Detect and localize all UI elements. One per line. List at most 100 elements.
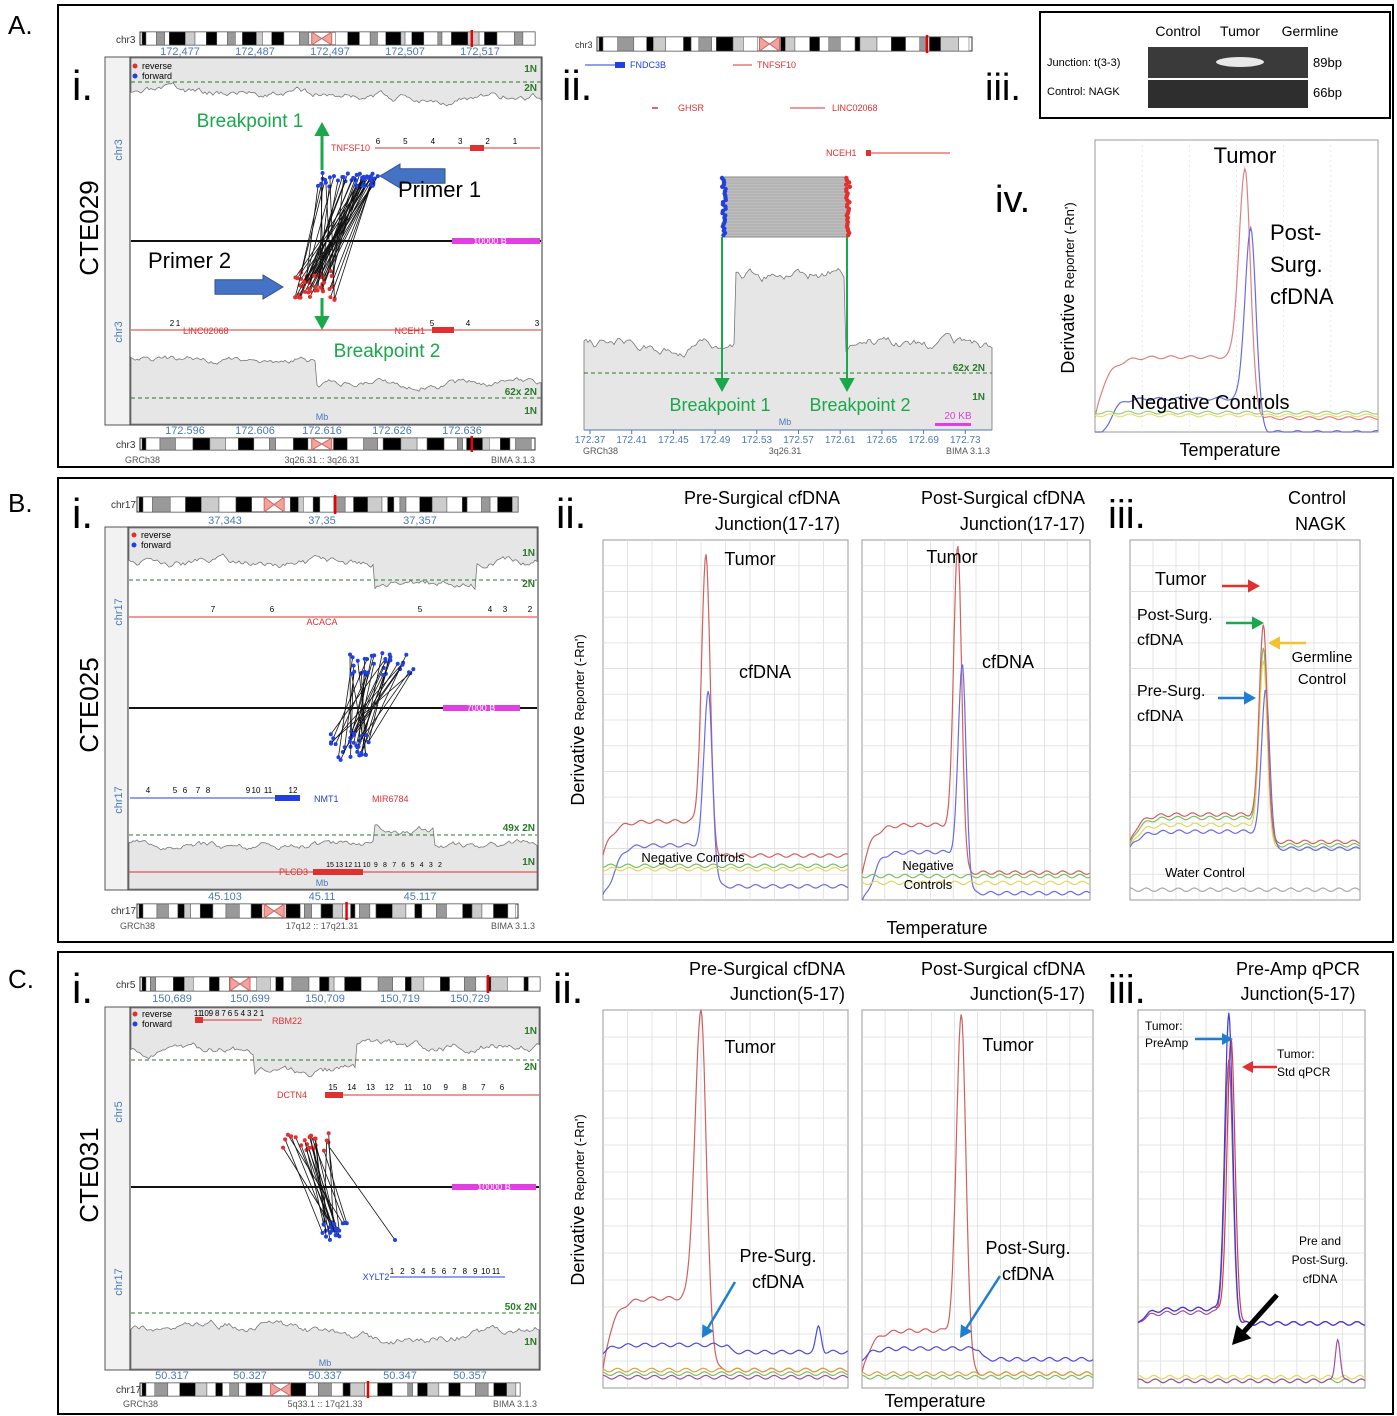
label: 1: [260, 1009, 265, 1018]
read-end: [303, 290, 307, 294]
label: Germline: [1282, 23, 1339, 39]
band: [160, 438, 176, 450]
band: [684, 37, 692, 51]
read-end: [364, 733, 368, 737]
band: [331, 1383, 343, 1396]
band: [436, 904, 446, 918]
band: [415, 904, 422, 918]
label: 172.65: [867, 435, 898, 446]
label: 5: [431, 1267, 436, 1276]
label: 50.317: [155, 1370, 189, 1382]
label: Pre-Surgical cfDNA: [689, 959, 845, 979]
read-end: [314, 1136, 318, 1140]
read-end: [366, 740, 370, 744]
y-axis-label: DerivativeReporter (-Rn'): [568, 634, 588, 805]
band: [156, 32, 164, 45]
read-end: [352, 670, 356, 674]
label: BIMA 3.1.3: [493, 1399, 537, 1409]
subpanel-label: i.: [72, 490, 93, 537]
band: [716, 37, 733, 51]
label: Std qPCR: [1277, 1065, 1331, 1079]
band: [313, 497, 320, 512]
panel-letter: A.: [8, 10, 33, 40]
box: [432, 327, 454, 333]
band: [210, 438, 226, 450]
label: 8: [383, 862, 387, 869]
band: [424, 977, 440, 991]
read-end: [351, 655, 355, 659]
label: 17q12 :: 17q21.31: [286, 921, 359, 931]
label: Control: NAGK: [1047, 86, 1120, 98]
band: [222, 1383, 229, 1396]
y-label-part: Reporter (-Rn'): [1062, 202, 1077, 288]
band: [361, 977, 378, 991]
band: [463, 438, 467, 450]
label: 150,689: [152, 993, 192, 1005]
band: [941, 37, 959, 51]
legend-dot: [132, 543, 137, 548]
band: [368, 497, 382, 512]
label: 3q26.31 :: 3q26.31: [284, 455, 359, 465]
label: 9: [374, 862, 378, 869]
band: [510, 438, 516, 450]
band: [494, 1383, 507, 1396]
label: Post-Surgical cfDNA: [921, 488, 1085, 508]
read-end: [393, 1238, 397, 1242]
band: [394, 497, 400, 512]
label: cfDNA: [1270, 284, 1334, 309]
band: [467, 438, 483, 450]
label: Control: [1288, 488, 1346, 508]
label: Post-Surg.: [1292, 1253, 1349, 1267]
label: 172,487: [235, 46, 275, 58]
band: [206, 32, 217, 45]
band: [472, 904, 482, 918]
label: Tumor: [982, 1035, 1033, 1055]
band: [392, 1383, 407, 1396]
band: [254, 438, 270, 450]
label: chr3: [575, 40, 593, 50]
figure: A.B.C.i.CTE029chr3172,477172,487172,4971…: [0, 0, 1397, 1416]
band: [200, 904, 213, 918]
read-end: [294, 295, 298, 299]
band: [217, 32, 228, 45]
band: [400, 497, 406, 512]
band: [239, 1383, 246, 1396]
band: [442, 32, 451, 45]
label: 172.41: [616, 435, 647, 446]
label: TNFSF10: [331, 143, 370, 153]
band: [142, 32, 146, 45]
label: 11: [492, 1267, 501, 1276]
label: 1N: [972, 392, 985, 403]
label: Pre-Surg.: [1137, 683, 1205, 700]
label: Junction(5-17): [1240, 984, 1355, 1004]
band: [309, 977, 320, 991]
band: [476, 977, 487, 991]
band: [143, 904, 157, 918]
read-end: [372, 653, 376, 657]
label: 6: [270, 605, 275, 614]
read-end: [308, 1135, 312, 1139]
label: 4: [241, 1009, 246, 1018]
label: LINC02068: [183, 326, 229, 336]
label: MIR6784: [372, 794, 409, 804]
label: Control: [1298, 671, 1346, 688]
read-end: [319, 182, 323, 186]
label: 172.626: [372, 425, 412, 437]
label: 172.57: [783, 435, 814, 446]
band: [699, 37, 712, 51]
band: [293, 438, 308, 450]
label: 3: [503, 605, 508, 614]
band: [235, 32, 242, 45]
label: 150,699: [230, 993, 270, 1005]
read-end: [366, 671, 370, 675]
band: [378, 977, 393, 991]
label: 9: [246, 786, 251, 795]
label: 4: [421, 1267, 426, 1276]
read-end: [380, 651, 384, 655]
label: 11: [354, 862, 361, 869]
label: 8: [462, 1083, 467, 1092]
subpanel-label: ii.: [562, 62, 592, 109]
band: [251, 904, 262, 918]
label: Pre-Surg.: [739, 1246, 816, 1266]
band: [599, 37, 603, 51]
